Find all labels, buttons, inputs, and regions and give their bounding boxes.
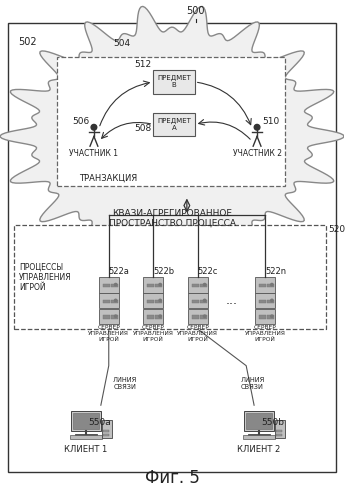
FancyBboxPatch shape (14, 226, 326, 329)
Text: 504: 504 (114, 40, 131, 48)
FancyBboxPatch shape (188, 277, 208, 292)
FancyBboxPatch shape (275, 420, 285, 438)
Text: ЛИНИЯ
СВЯЗИ: ЛИНИЯ СВЯЗИ (240, 377, 264, 390)
Circle shape (91, 124, 97, 130)
FancyBboxPatch shape (192, 284, 199, 287)
Circle shape (271, 284, 273, 286)
Circle shape (159, 299, 161, 302)
FancyBboxPatch shape (103, 300, 110, 303)
FancyBboxPatch shape (147, 284, 154, 287)
FancyBboxPatch shape (143, 309, 163, 324)
FancyBboxPatch shape (103, 430, 109, 432)
FancyBboxPatch shape (143, 293, 163, 308)
FancyBboxPatch shape (155, 284, 162, 287)
Text: КЛИЕНТ 1: КЛИЕНТ 1 (64, 445, 108, 454)
FancyBboxPatch shape (73, 413, 99, 429)
FancyBboxPatch shape (155, 316, 162, 318)
Text: КЛИЕНТ 2: КЛИЕНТ 2 (237, 445, 281, 454)
FancyBboxPatch shape (267, 316, 274, 318)
FancyBboxPatch shape (276, 430, 282, 432)
FancyBboxPatch shape (111, 284, 118, 287)
Text: 522a: 522a (109, 266, 130, 276)
Text: 522c: 522c (198, 266, 218, 276)
FancyBboxPatch shape (259, 300, 266, 303)
FancyBboxPatch shape (71, 411, 101, 431)
FancyBboxPatch shape (155, 300, 162, 303)
FancyBboxPatch shape (103, 434, 109, 436)
FancyBboxPatch shape (102, 420, 112, 438)
Text: 550a: 550a (88, 418, 111, 427)
Text: ТРАНЗАКЦИЯ: ТРАНЗАКЦИЯ (79, 174, 137, 183)
Text: ЛИНИЯ
СВЯЗИ: ЛИНИЯ СВЯЗИ (113, 377, 137, 390)
Text: УЧАСТНИК 2: УЧАСТНИК 2 (232, 149, 282, 158)
FancyBboxPatch shape (200, 316, 207, 318)
FancyBboxPatch shape (70, 435, 102, 439)
FancyBboxPatch shape (188, 293, 208, 308)
Circle shape (114, 284, 117, 286)
Text: 550b: 550b (261, 418, 284, 427)
Text: Фиг. 5: Фиг. 5 (145, 470, 199, 488)
FancyBboxPatch shape (192, 300, 199, 303)
Polygon shape (0, 6, 344, 266)
FancyBboxPatch shape (153, 70, 195, 94)
FancyBboxPatch shape (8, 22, 336, 472)
Text: 512: 512 (134, 60, 151, 69)
Circle shape (114, 299, 117, 302)
Text: СЕРВЕР
УПРАВЛЕНИЯ
ИГРОЙ: СЕРВЕР УПРАВЛЕНИЯ ИГРОЙ (245, 325, 285, 342)
FancyBboxPatch shape (57, 57, 285, 186)
FancyBboxPatch shape (200, 284, 207, 287)
Text: 502: 502 (18, 38, 37, 48)
Text: 500: 500 (187, 6, 205, 16)
Circle shape (271, 315, 273, 318)
Circle shape (159, 284, 161, 286)
Circle shape (254, 124, 260, 130)
FancyBboxPatch shape (153, 112, 195, 136)
FancyBboxPatch shape (99, 277, 119, 292)
Text: 520: 520 (328, 226, 345, 234)
Text: ПРЕДМЕТ
A: ПРЕДМЕТ A (157, 118, 191, 131)
FancyBboxPatch shape (259, 316, 266, 318)
FancyBboxPatch shape (255, 309, 275, 324)
Text: 522b: 522b (153, 266, 174, 276)
FancyBboxPatch shape (111, 316, 118, 318)
FancyBboxPatch shape (255, 293, 275, 308)
Text: 508: 508 (134, 124, 151, 134)
Text: 506: 506 (72, 118, 89, 126)
FancyBboxPatch shape (103, 284, 110, 287)
Circle shape (271, 299, 273, 302)
FancyBboxPatch shape (255, 277, 275, 292)
FancyBboxPatch shape (200, 300, 207, 303)
FancyBboxPatch shape (243, 435, 275, 439)
Text: 510: 510 (262, 118, 279, 126)
FancyBboxPatch shape (267, 300, 274, 303)
Text: СЕРВЕР
УПРАВЛЕНИЯ
ИГРОЙ: СЕРВЕР УПРАВЛЕНИЯ ИГРОЙ (88, 325, 129, 342)
FancyBboxPatch shape (259, 284, 266, 287)
FancyBboxPatch shape (111, 300, 118, 303)
Text: СЕРВЕР
УПРАВЛЕНИЯ
ИГРОЙ: СЕРВЕР УПРАВЛЕНИЯ ИГРОЙ (133, 325, 174, 342)
FancyBboxPatch shape (267, 284, 274, 287)
Text: 522n: 522n (265, 266, 286, 276)
Circle shape (114, 315, 117, 318)
Text: КВАЗИ-АГРЕГИРОВАННОЕ
ПРОСТРАНСТВО ПРОЦЕССА: КВАЗИ-АГРЕГИРОВАННОЕ ПРОСТРАНСТВО ПРОЦЕС… (109, 208, 236, 228)
FancyBboxPatch shape (99, 293, 119, 308)
FancyBboxPatch shape (188, 309, 208, 324)
FancyBboxPatch shape (192, 316, 199, 318)
Text: ...: ... (226, 294, 237, 307)
FancyBboxPatch shape (246, 413, 272, 429)
FancyBboxPatch shape (276, 434, 282, 436)
Text: СЕРВЕР
УПРАВЛЕНИЯ
ИГРОЙ: СЕРВЕР УПРАВЛЕНИЯ ИГРОЙ (177, 325, 218, 342)
FancyBboxPatch shape (143, 277, 163, 292)
FancyBboxPatch shape (147, 316, 154, 318)
FancyBboxPatch shape (103, 316, 110, 318)
Circle shape (204, 315, 206, 318)
FancyBboxPatch shape (147, 300, 154, 303)
FancyBboxPatch shape (244, 411, 274, 431)
Circle shape (204, 299, 206, 302)
Circle shape (204, 284, 206, 286)
Text: ПРЕДМЕТ
B: ПРЕДМЕТ B (157, 76, 191, 88)
Text: ПРОЦЕССЫ
УПРАВЛЕНИЯ
ИГРОЙ: ПРОЦЕССЫ УПРАВЛЕНИЯ ИГРОЙ (19, 262, 71, 292)
Text: УЧАСТНИК 1: УЧАСТНИК 1 (69, 149, 118, 158)
Circle shape (159, 315, 161, 318)
FancyBboxPatch shape (99, 309, 119, 324)
